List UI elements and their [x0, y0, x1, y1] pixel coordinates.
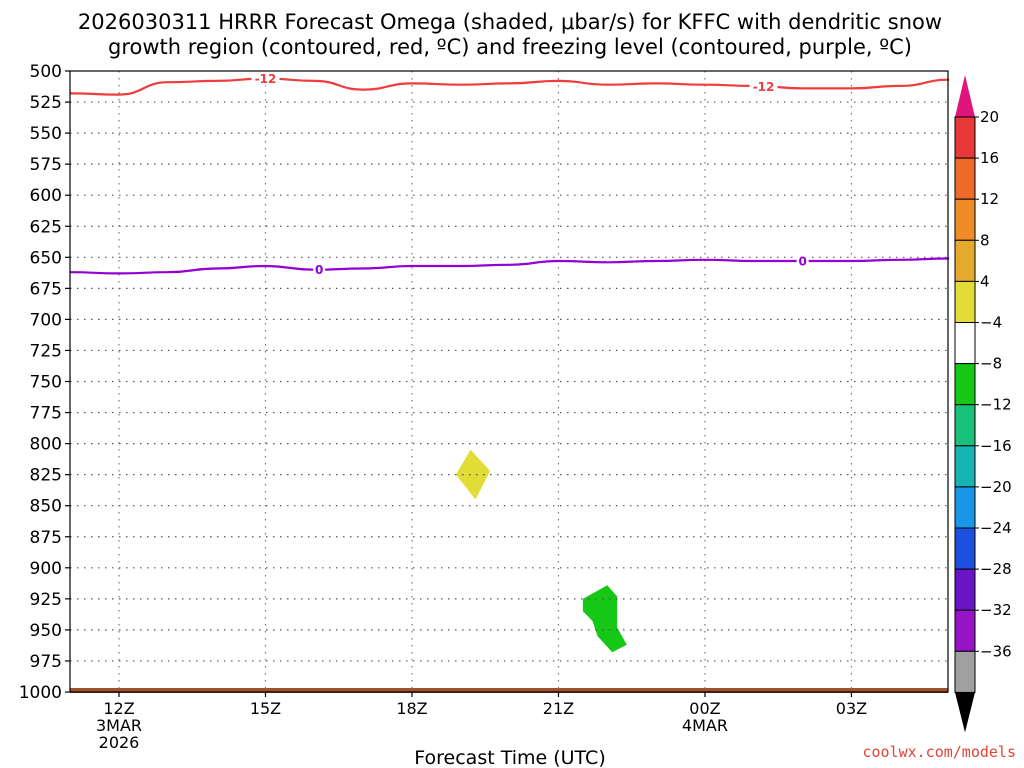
- contour-label-1-1: -12: [255, 72, 277, 86]
- y-tick-label-675: 675: [30, 279, 62, 299]
- colorbar-tick-label-7: −8: [980, 355, 1002, 373]
- colorbar-tick-label-3: 12: [980, 190, 999, 208]
- colorbar-swatch-9: [954, 445, 976, 488]
- colorbar-swatch-10: [954, 486, 976, 529]
- credit-text: coolwx.com/models: [862, 743, 1016, 761]
- y-tick-label-1000: 1000: [19, 683, 62, 703]
- y-tick-label-950: 950: [30, 621, 62, 641]
- x-tick-label-18Z: 18Z: [396, 699, 427, 718]
- surface-ground-band: [70, 688, 948, 693]
- y-tick-label-975: 975: [30, 652, 62, 672]
- colorbar-tick-label-4: 8: [980, 231, 990, 249]
- colorbar-tick-label-2: 16: [980, 149, 999, 167]
- y-tick-label-500: 500: [30, 62, 62, 82]
- y-tick-label-850: 850: [30, 497, 62, 517]
- y-tick-label-825: 825: [30, 466, 62, 486]
- x-tick-label-03Z: 03Z: [836, 699, 867, 718]
- contour-label-bg-2-2: [796, 254, 809, 269]
- colorbar-tick-label-9: −16: [980, 437, 1012, 455]
- y-tick-label-650: 650: [30, 248, 62, 268]
- colorbar-tick-label-12: −28: [980, 560, 1012, 578]
- omega-shaded-region-2: [582, 585, 627, 653]
- y-tick-label-575: 575: [30, 155, 62, 175]
- colorbar-swatch-5: [954, 280, 976, 323]
- colorbar-swatch-6: [954, 322, 976, 365]
- colorbar-tick-label-14: −36: [980, 642, 1012, 660]
- colorbar-swatch-7: [954, 363, 976, 406]
- colorbar-tick-label-5: 4: [980, 272, 990, 290]
- chart-title-line-2: growth region (contoured, red, ºC) and f…: [108, 35, 912, 59]
- y-tick-label-875: 875: [30, 528, 62, 548]
- colorbar-tick-label-6: −4: [980, 314, 1002, 332]
- y-tick-label-725: 725: [30, 341, 62, 361]
- y-tick-label-525: 525: [30, 93, 62, 113]
- x-tick-sublabel-00Z: 4MAR: [682, 716, 728, 735]
- y-tick-label-700: 700: [30, 310, 62, 330]
- colorbar-top-arrow: [955, 75, 975, 117]
- x-tick-label-00Z: 00Z: [689, 699, 720, 718]
- y-tick-label-925: 925: [30, 590, 62, 610]
- contour-line-1: [70, 77, 950, 96]
- plot-frame: [69, 70, 949, 693]
- contour-label-2-1: 0: [315, 263, 323, 277]
- colorbar-swatch-11: [954, 527, 976, 570]
- contour-label-bg-1-2: [749, 79, 778, 94]
- x-tick-label-21Z: 21Z: [543, 699, 574, 718]
- y-tick-label-800: 800: [30, 435, 62, 455]
- y-tick-label-900: 900: [30, 559, 62, 579]
- omega-shaded-region-1: [455, 449, 491, 500]
- colorbar-tick-label-13: −32: [980, 601, 1012, 619]
- x-axis-label: Forecast Time (UTC): [414, 747, 605, 768]
- colorbar-bottom-arrow: [955, 692, 975, 733]
- chart-title-line-1: 2026030311 HRRR Forecast Omega (shaded, …: [78, 10, 942, 34]
- contour-line-2: [70, 257, 950, 275]
- x-tick-label-12Z: 12Z: [103, 699, 134, 718]
- colorbar-tick-label-1: 20: [980, 108, 999, 126]
- colorbar-tick-label-11: −24: [980, 519, 1012, 537]
- colorbar-swatch-8: [954, 404, 976, 447]
- x-tick-sublabel-12Z: 3MAR: [96, 716, 142, 735]
- y-tick-label-625: 625: [30, 217, 62, 237]
- colorbar-swatch-12: [954, 568, 976, 611]
- colorbar-swatch-1: [954, 116, 976, 159]
- x-tick-sublabel2-12Z: 2026: [99, 733, 140, 752]
- colorbar-swatch-14: [954, 650, 976, 693]
- y-tick-label-775: 775: [30, 404, 62, 424]
- y-tick-label-550: 550: [30, 124, 62, 144]
- y-tick-label-750: 750: [30, 373, 62, 393]
- colorbar-tick-label-10: −20: [980, 478, 1012, 496]
- contour-label-1-2: -12: [753, 80, 775, 94]
- contour-label-bg-2-1: [313, 262, 326, 277]
- colorbar-swatch-13: [954, 609, 976, 652]
- colorbar-swatch-2: [954, 157, 976, 200]
- colorbar-swatch-3: [954, 198, 976, 241]
- contour-label-2-2: 0: [798, 255, 806, 269]
- colorbar-tick-label-8: −12: [980, 396, 1012, 414]
- contour-label-bg-1-1: [251, 71, 280, 86]
- colorbar-swatch-4: [954, 239, 976, 282]
- y-tick-label-600: 600: [30, 186, 62, 206]
- x-tick-label-15Z: 15Z: [250, 699, 281, 718]
